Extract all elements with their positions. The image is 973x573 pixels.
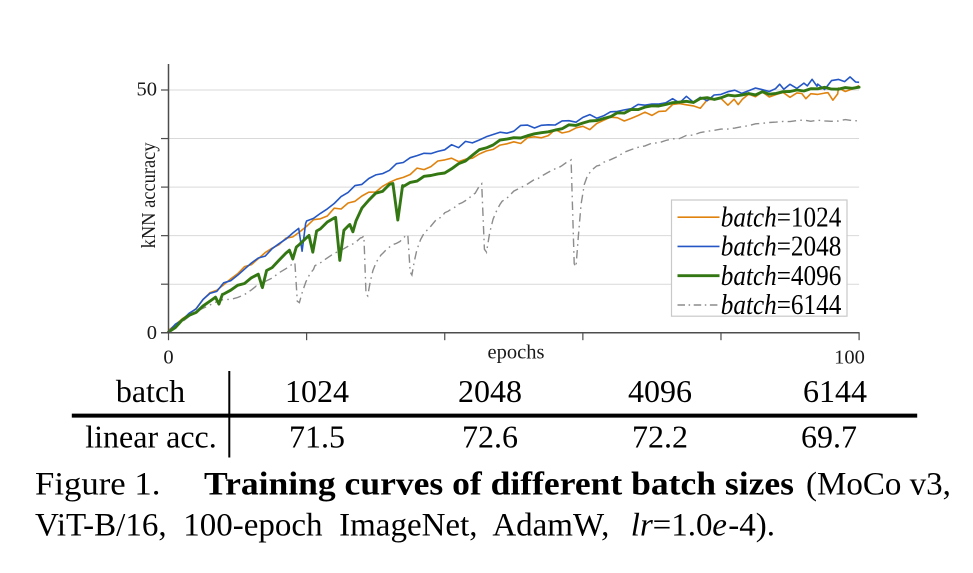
svg-text:72.2: 72.2 <box>632 419 688 455</box>
svg-text:6144: 6144 <box>803 373 867 409</box>
svg-text:Figure 1.: Figure 1. <box>35 466 161 502</box>
svg-text:72.6: 72.6 <box>462 419 518 455</box>
svg-text:batch=1024: batch=1024 <box>721 202 842 233</box>
svg-text:(MoCo v3,: (MoCo v3, <box>806 466 951 502</box>
svg-text:epochs: epochs <box>488 342 545 364</box>
svg-text:0: 0 <box>147 322 157 344</box>
svg-text:69.7: 69.7 <box>801 419 857 455</box>
svg-text:kNN accuracy: kNN accuracy <box>139 142 160 248</box>
svg-text:batch=4096: batch=4096 <box>721 261 842 292</box>
svg-text:2048: 2048 <box>458 373 522 409</box>
svg-text:4096: 4096 <box>628 373 692 409</box>
svg-text:50: 50 <box>137 79 158 101</box>
svg-text:1024: 1024 <box>285 373 349 409</box>
svg-text:batch=2048: batch=2048 <box>721 232 842 263</box>
svg-text:batch=6144: batch=6144 <box>721 290 842 321</box>
svg-text:batch: batch <box>116 373 185 409</box>
svg-text:ViT-B/16, 100-epoch ImageNet,: ViT-B/16, 100-epoch ImageNet, AdamW, lr=1… <box>35 507 775 543</box>
svg-text:100: 100 <box>834 346 865 368</box>
svg-text:Training curves of different b: Training curves of different batch sizes <box>204 466 794 502</box>
svg-text:71.5: 71.5 <box>289 419 345 455</box>
svg-text:0: 0 <box>163 346 173 368</box>
svg-text:linear acc.: linear acc. <box>85 419 216 455</box>
